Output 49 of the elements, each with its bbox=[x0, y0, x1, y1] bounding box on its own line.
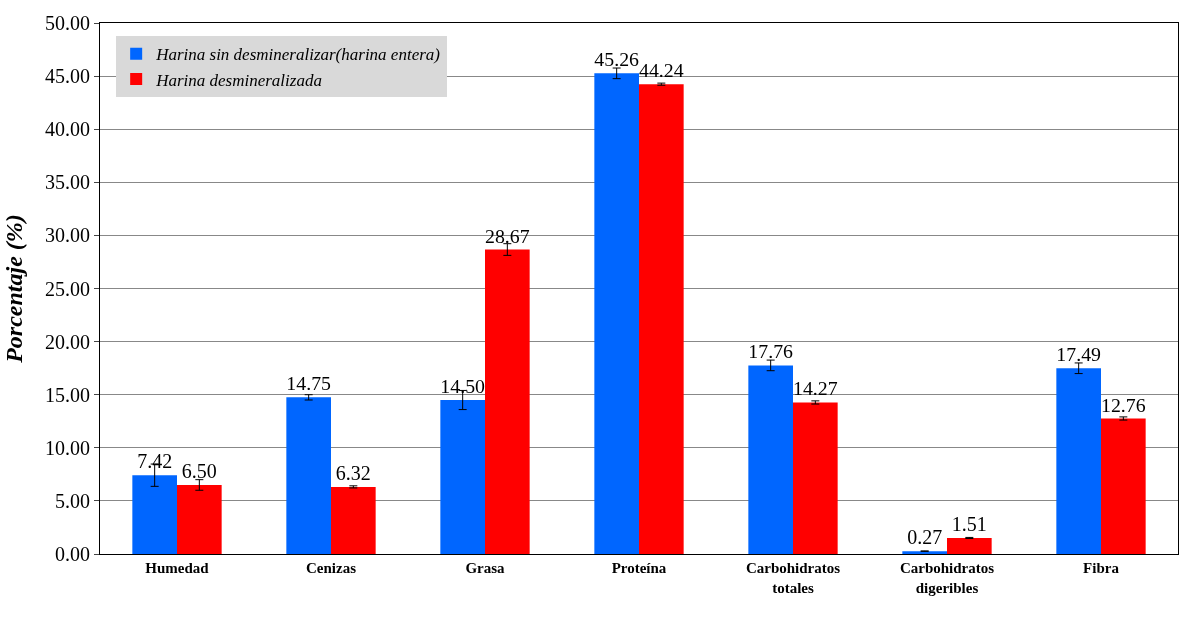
bar bbox=[639, 84, 684, 554]
data-label: 1.51 bbox=[951, 512, 987, 535]
y-tick-label: 25.00 bbox=[45, 277, 90, 300]
data-label: 17.49 bbox=[1056, 343, 1102, 366]
data-label: 0.27 bbox=[907, 526, 943, 549]
y-tick-label: 10.00 bbox=[45, 436, 90, 459]
bar bbox=[132, 475, 177, 554]
legend-label: Harina desmineralizada bbox=[155, 70, 322, 90]
data-label: 7.42 bbox=[137, 450, 173, 473]
bar bbox=[748, 365, 793, 554]
y-tick-label: 0.00 bbox=[55, 543, 90, 565]
data-label: 6.32 bbox=[335, 461, 371, 484]
bar bbox=[177, 484, 222, 554]
x-tick-label: Humedad bbox=[145, 560, 210, 576]
data-label: 17.76 bbox=[748, 340, 794, 363]
bar bbox=[902, 551, 947, 554]
data-label: 14.50 bbox=[440, 375, 486, 398]
bar bbox=[1056, 368, 1101, 554]
x-tick-label: Proteína bbox=[611, 560, 667, 576]
y-axis-title: Porcentaje (%) bbox=[1, 214, 28, 364]
x-tick-label: Carbohidratos digeribles bbox=[899, 560, 995, 596]
y-tick-label: 15.00 bbox=[45, 383, 90, 406]
bar bbox=[331, 486, 376, 554]
y-tick-label: 50.00 bbox=[45, 12, 90, 34]
data-label: 44.24 bbox=[639, 59, 684, 82]
bar bbox=[594, 73, 639, 554]
x-tick-label: Fibra bbox=[1083, 560, 1120, 576]
bar bbox=[793, 402, 838, 554]
bar bbox=[440, 400, 485, 554]
data-label: 14.75 bbox=[286, 372, 332, 395]
y-tick-label: 5.00 bbox=[55, 489, 90, 512]
bar bbox=[286, 397, 331, 554]
bar bbox=[1101, 418, 1146, 554]
data-label: 45.26 bbox=[594, 48, 640, 71]
y-tick-label: 35.00 bbox=[45, 171, 90, 194]
bar bbox=[485, 249, 530, 554]
y-tick-label: 45.00 bbox=[45, 65, 90, 88]
y-tick-label: 20.00 bbox=[45, 330, 90, 353]
x-tick-label: Grasa bbox=[465, 560, 506, 576]
y-tick-label: 30.00 bbox=[45, 224, 90, 247]
y-tick-label: 40.00 bbox=[45, 118, 90, 141]
x-tick-label: Carbohidratos totales bbox=[745, 560, 841, 596]
legend-label: Harina sin desmineralizar(harina entera) bbox=[155, 45, 441, 65]
x-tick-label: Cenizas bbox=[306, 560, 357, 576]
data-label: 28.67 bbox=[485, 224, 530, 247]
data-label: 6.50 bbox=[181, 459, 217, 482]
data-label: 12.76 bbox=[1101, 393, 1146, 416]
bar bbox=[947, 537, 992, 554]
data-label: 14.27 bbox=[793, 377, 838, 400]
